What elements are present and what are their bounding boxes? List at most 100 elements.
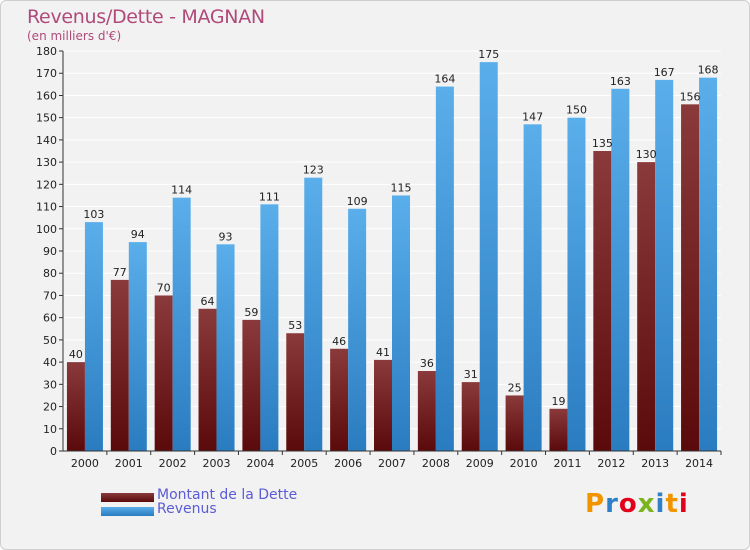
x-tick-label: 2013 [641,457,669,470]
data-label-revenue-2003: 93 [219,230,233,243]
bar-revenue-2002 [172,197,191,451]
bar-revenue-2008 [435,86,454,452]
bar-revenue-2011 [567,117,586,452]
data-label-debt-2000: 40 [69,348,83,361]
bar-revenue-2010 [523,124,542,451]
legend-label-debt: Montant de la Dette [157,487,298,503]
data-label-debt-2004: 59 [244,306,258,319]
bar-debt-2002 [154,295,173,451]
data-label-revenue-2002: 114 [171,184,192,197]
data-label-revenue-2010: 147 [522,110,543,123]
data-label-debt-2008: 36 [420,357,434,370]
y-tick-label: 10 [43,423,57,436]
bar-debt-2001 [110,279,129,451]
bar-debt-2006 [330,348,349,451]
y-tick-label: 150 [36,112,57,125]
proxiti-logo: Proxiti [585,489,689,519]
y-tick-label: 80 [43,267,57,280]
x-tick-label: 2010 [510,457,538,470]
x-tick-label: 2011 [553,457,581,470]
data-label-revenue-2007: 115 [391,181,412,194]
bar-revenue-2013 [655,79,674,451]
bar-revenue-2000 [84,222,103,451]
bar-debt-2012 [593,151,612,451]
y-tick-label: 50 [43,334,57,347]
y-tick-label: 70 [43,289,57,302]
data-label-revenue-2013: 167 [654,66,675,79]
logo-letter: i [655,489,666,519]
bar-debt-2004 [242,319,261,451]
legend-swatch-revenue [101,507,154,516]
data-label-revenue-2001: 94 [131,228,145,241]
y-tick-label: 160 [36,89,57,102]
y-tick-label: 30 [43,378,57,391]
data-label-debt-2005: 53 [288,319,302,332]
bar-revenue-2005 [304,177,323,451]
data-label-debt-2011: 19 [551,395,565,408]
bar-debt-2014 [681,104,700,451]
axes: 0 10 20 30 40 50 60 70 80 90 100 110 120 130 140 150 160… [36,45,722,470]
y-tick-label: 0 [50,445,57,458]
x-tick-label: 2001 [115,457,143,470]
x-tick-label: 2007 [378,457,406,470]
data-label-debt-2012: 135 [592,137,613,150]
y-tick-label: 180 [36,45,57,58]
bar-revenue-2001 [128,242,147,451]
x-tick-label: 2014 [685,457,713,470]
bar-debt-2011 [549,408,568,451]
data-label-revenue-2004: 111 [259,190,280,203]
data-label-revenue-2011: 150 [566,104,587,117]
y-tick-label: 140 [36,134,57,147]
bar-revenue-2009 [479,62,498,451]
bar-debt-2009 [461,382,480,451]
bar-revenue-2004 [260,204,279,451]
y-tick-label: 120 [36,178,57,191]
bars [66,62,718,452]
chart-subtitle: (en milliers d'€) [27,29,122,43]
data-label-debt-2003: 64 [201,295,215,308]
data-label-debt-2002: 70 [157,281,171,294]
x-tick-label: 2009 [466,457,494,470]
y-tick-label: 60 [43,312,57,325]
y-tick-label: 40 [43,356,57,369]
y-tick-label: 90 [43,245,57,258]
data-label-revenue-2006: 109 [347,195,368,208]
data-label-revenue-2014: 168 [698,64,719,77]
data-label-revenue-2000: 103 [83,208,104,221]
logo-letter: t [665,489,679,519]
data-label-revenue-2008: 164 [434,73,455,86]
bar-debt-2008 [417,371,436,451]
bar-revenue-2006 [348,208,367,451]
chart-title: Revenus/Dette - MAGNAN [27,6,265,28]
y-tick-label: 100 [36,223,57,236]
bar-debt-2013 [637,162,656,451]
x-tick-label: 2000 [71,457,99,470]
bar-revenue-2003 [216,244,235,451]
bar-revenue-2014 [699,77,718,452]
y-tick-label: 130 [36,156,57,169]
data-label-revenue-2005: 123 [303,164,324,177]
y-tick-label: 20 [43,401,57,414]
logo-letter: r [605,489,619,519]
x-tick-label: 2004 [246,457,274,470]
data-label-revenue-2012: 163 [610,75,631,88]
logo-letter: o [618,489,638,519]
bar-debt-2000 [66,362,85,451]
data-label-debt-2014: 156 [680,90,701,103]
bar-revenue-2007 [392,195,410,451]
data-label-debt-2010: 25 [508,381,522,394]
legend-swatch-debt [101,493,154,502]
data-label-revenue-2009: 175 [478,48,499,61]
x-tick-label: 2003 [203,457,231,470]
bar-revenue-2012 [611,88,630,452]
x-tick-label: 2006 [334,457,362,470]
bar-debt-2007 [374,359,392,451]
bar-debt-2005 [286,333,305,451]
y-tick-label: 170 [36,67,57,80]
logo-letter: x [637,489,656,519]
data-label-debt-2006: 46 [332,335,346,348]
bar-debt-2010 [505,395,524,451]
data-label-debt-2013: 130 [636,148,657,161]
